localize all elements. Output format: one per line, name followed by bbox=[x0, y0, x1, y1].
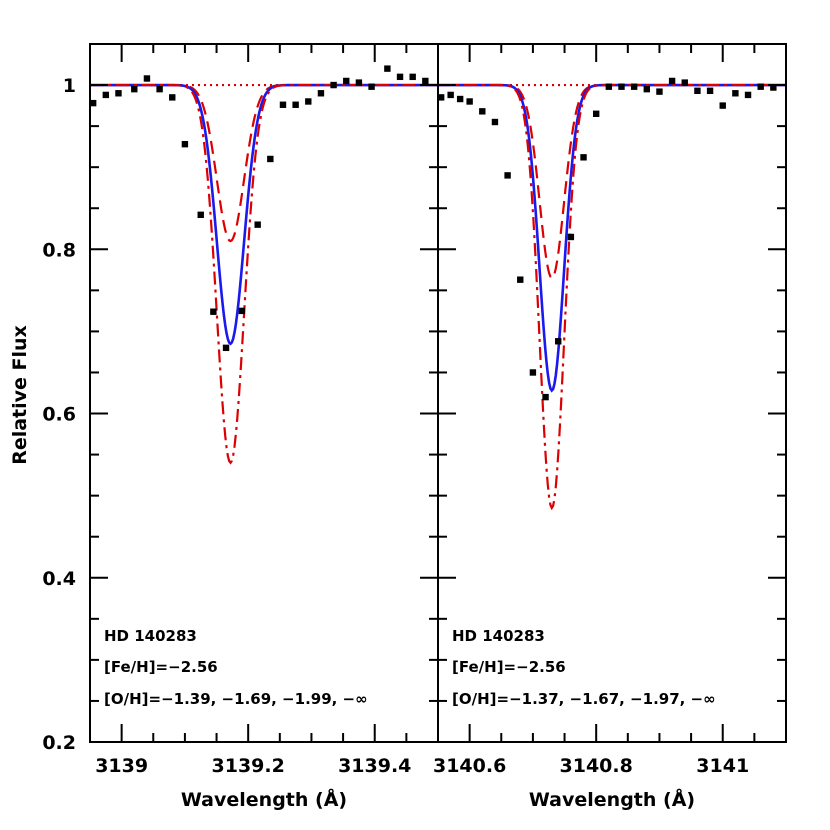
observed-point bbox=[732, 90, 739, 97]
observed-point bbox=[630, 83, 638, 90]
observed-point bbox=[719, 102, 726, 109]
y-axis-title: Relative Flux bbox=[9, 325, 31, 465]
observed-point bbox=[131, 85, 138, 93]
observed-point bbox=[355, 79, 363, 86]
observed-point bbox=[181, 140, 189, 148]
observed-point bbox=[618, 83, 625, 90]
y-tick-label: 0.6 bbox=[42, 404, 76, 426]
observed-point bbox=[254, 221, 261, 228]
observed-point bbox=[592, 110, 600, 117]
observed-point bbox=[706, 87, 714, 95]
annotation-line-1: HD 140283 bbox=[452, 627, 545, 645]
observed-point bbox=[542, 393, 549, 401]
observed-point bbox=[222, 344, 230, 352]
observed-point bbox=[279, 101, 287, 108]
x-tick-label: 3141 bbox=[696, 755, 749, 777]
observed-point bbox=[343, 77, 350, 85]
y-tick-label: 0.2 bbox=[42, 732, 76, 754]
y-tick-label: 0.8 bbox=[42, 239, 76, 261]
panel-frame bbox=[437, 43, 787, 743]
x-tick-label: 3139.4 bbox=[338, 755, 411, 777]
observed-point bbox=[643, 85, 650, 93]
observed-point bbox=[396, 73, 404, 81]
model-curve-dashed bbox=[90, 83, 438, 243]
observed-point bbox=[694, 87, 701, 95]
observed-point bbox=[438, 94, 445, 101]
observed-point bbox=[317, 90, 325, 97]
observed-point bbox=[517, 276, 524, 283]
observed-point bbox=[210, 308, 217, 315]
x-tick-label: 3140.8 bbox=[560, 755, 633, 777]
annotation-line-3: [O/H]=−1.39, −1.69, −1.99, −∞ bbox=[104, 690, 368, 708]
model-curve-dashdot bbox=[438, 83, 786, 511]
annotation-line-1: HD 140283 bbox=[104, 627, 197, 645]
x-tick-label: 3140.6 bbox=[433, 755, 506, 777]
observed-point bbox=[267, 155, 274, 163]
x-tick-label: 3139 bbox=[95, 755, 148, 777]
observed-point bbox=[90, 99, 97, 107]
observed-point bbox=[238, 307, 246, 315]
annotation-line-2: [Fe/H]=−2.56 bbox=[104, 658, 218, 676]
panel-1: 3139 3139.2 3139.4 Wavelength (Å) HD 140283 [… bbox=[89, 43, 439, 811]
x-tick-label: 3139.2 bbox=[212, 755, 285, 777]
observed-point bbox=[384, 65, 391, 72]
y-tick-label: 0.4 bbox=[42, 568, 76, 590]
observed-point bbox=[197, 211, 204, 219]
x-axis-title: Wavelength (Å) bbox=[181, 787, 347, 811]
observed-point bbox=[422, 77, 429, 85]
observed-point bbox=[447, 91, 454, 99]
model-curve-solid bbox=[438, 83, 786, 393]
x-axis-title: Wavelength (Å) bbox=[529, 787, 695, 811]
observed-point bbox=[292, 101, 299, 108]
model-curve-dashed bbox=[438, 83, 786, 280]
panel-plot-area bbox=[90, 65, 438, 465]
observed-point bbox=[656, 88, 663, 95]
observed-point bbox=[580, 154, 587, 161]
observed-point bbox=[115, 90, 122, 97]
observed-point bbox=[156, 85, 163, 93]
panel-plot-area bbox=[438, 77, 786, 511]
observed-point bbox=[504, 172, 511, 179]
observed-point bbox=[409, 73, 416, 81]
observed-point bbox=[529, 369, 537, 376]
observed-point bbox=[466, 98, 473, 105]
observed-point bbox=[491, 118, 499, 126]
observed-point bbox=[567, 233, 575, 241]
observed-point bbox=[330, 81, 337, 89]
observed-point bbox=[681, 79, 688, 86]
observed-point bbox=[479, 108, 486, 115]
observed-point bbox=[456, 95, 464, 103]
observed-point bbox=[605, 83, 613, 90]
observed-point bbox=[169, 94, 176, 101]
y-tick-label: 1 bbox=[63, 75, 76, 97]
observed-point bbox=[102, 91, 110, 99]
observed-point bbox=[770, 84, 777, 91]
model-curve-solid bbox=[90, 83, 438, 346]
observed-point bbox=[668, 77, 676, 85]
observed-point bbox=[368, 83, 375, 90]
observed-point bbox=[757, 83, 764, 90]
annotation-line-3: [O/H]=−1.37, −1.67, −1.97, −∞ bbox=[452, 690, 716, 708]
panels-layer: 3139 3139.2 3139.4 Wavelength (Å) HD 140283 [… bbox=[42, 43, 787, 811]
annotation-line-2: [Fe/H]=−2.56 bbox=[452, 658, 566, 676]
observed-point bbox=[305, 98, 312, 105]
observed-point bbox=[744, 91, 752, 99]
observed-point bbox=[143, 75, 151, 82]
model-curve-dashdot bbox=[90, 83, 438, 465]
observed-point bbox=[555, 338, 562, 345]
